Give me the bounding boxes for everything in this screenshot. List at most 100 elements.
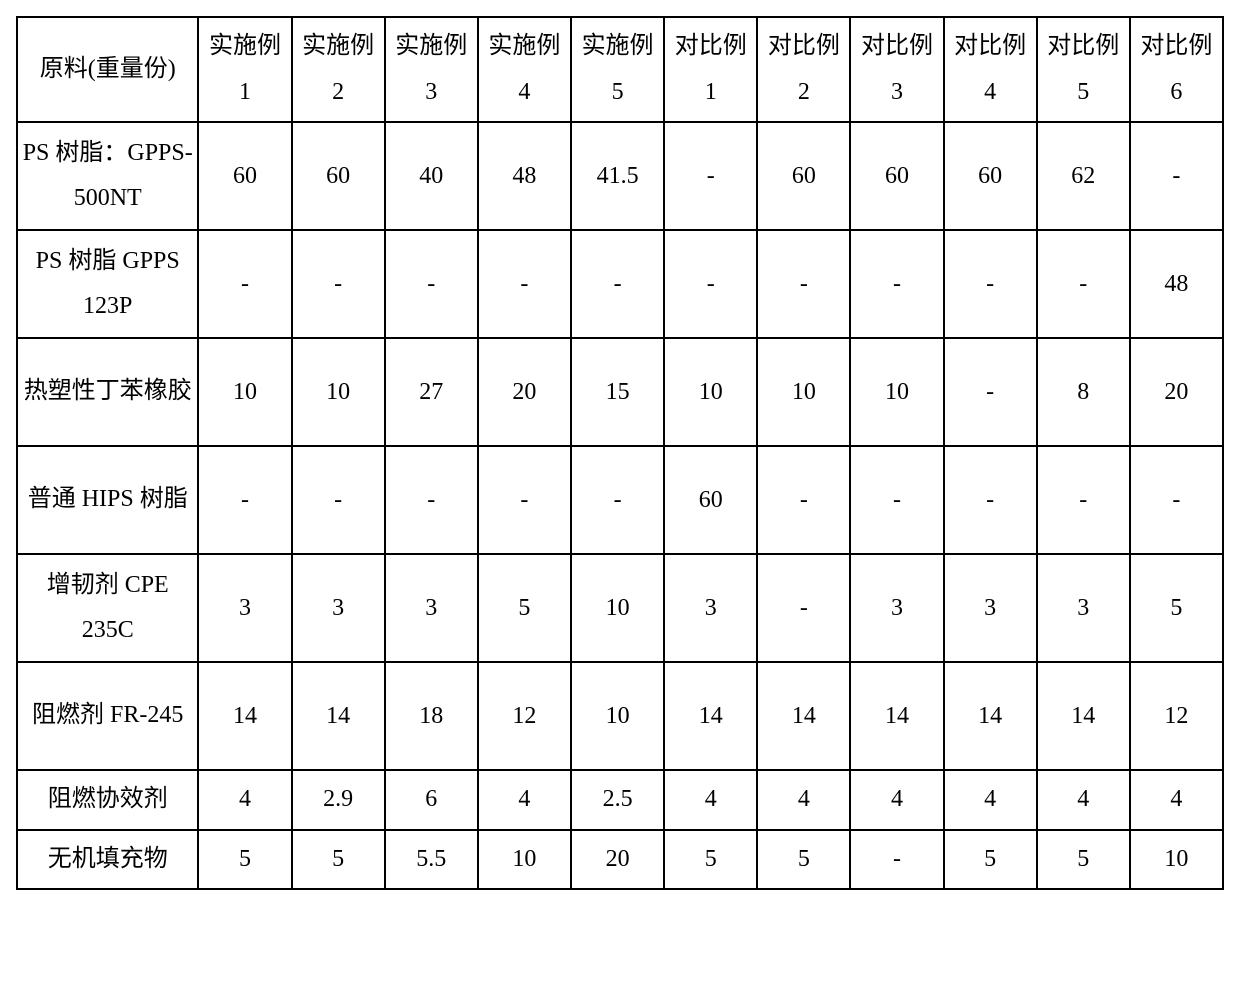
table-row: PS 树脂：GPPS-500NT6060404841.5-60606062- [17, 122, 1223, 230]
data-cell: - [1037, 446, 1130, 554]
data-cell: 3 [850, 554, 943, 662]
row-label: PS 树脂：GPPS-500NT [17, 122, 198, 230]
column-header: 对比例 3 [850, 17, 943, 122]
data-cell: 8 [1037, 338, 1130, 446]
data-cell: - [1130, 446, 1223, 554]
row-label: 热塑性丁苯橡胶 [17, 338, 198, 446]
data-cell: 3 [292, 554, 385, 662]
data-cell: - [1130, 122, 1223, 230]
data-cell: - [478, 230, 571, 338]
column-header: 对比例 2 [757, 17, 850, 122]
data-cell: - [292, 230, 385, 338]
data-cell: 5 [198, 830, 291, 890]
data-cell: 20 [571, 830, 664, 890]
data-cell: 2.9 [292, 770, 385, 830]
data-cell: 4 [664, 770, 757, 830]
data-cell: - [850, 830, 943, 890]
column-header: 对比例 1 [664, 17, 757, 122]
data-cell: 4 [757, 770, 850, 830]
row-label: 无机填充物 [17, 830, 198, 890]
data-cell: 14 [944, 662, 1037, 770]
data-cell: 10 [664, 338, 757, 446]
data-cell: 10 [292, 338, 385, 446]
column-header: 实施例 1 [198, 17, 291, 122]
data-cell: 48 [478, 122, 571, 230]
data-cell: 6 [385, 770, 478, 830]
data-cell: - [850, 230, 943, 338]
row-label: 增韧剂 CPE 235C [17, 554, 198, 662]
data-cell: 41.5 [571, 122, 664, 230]
data-cell: 48 [1130, 230, 1223, 338]
data-cell: 4 [198, 770, 291, 830]
data-cell: - [757, 554, 850, 662]
data-cell: 10 [571, 554, 664, 662]
data-cell: 4 [1130, 770, 1223, 830]
column-header: 实施例 5 [571, 17, 664, 122]
data-cell: - [757, 446, 850, 554]
data-cell: 4 [1037, 770, 1130, 830]
data-cell: 62 [1037, 122, 1130, 230]
data-cell: 15 [571, 338, 664, 446]
data-cell: 3 [1037, 554, 1130, 662]
table-row: 普通 HIPS 树脂-----60----- [17, 446, 1223, 554]
data-cell: 10 [850, 338, 943, 446]
column-header: 实施例 3 [385, 17, 478, 122]
data-cell: 27 [385, 338, 478, 446]
data-cell: 10 [198, 338, 291, 446]
data-cell: 5 [1037, 830, 1130, 890]
data-cell: 3 [385, 554, 478, 662]
data-cell: - [198, 446, 291, 554]
data-cell: - [198, 230, 291, 338]
data-cell: 60 [198, 122, 291, 230]
column-header: 对比例 6 [1130, 17, 1223, 122]
data-cell: 4 [478, 770, 571, 830]
data-cell: 12 [1130, 662, 1223, 770]
data-cell: 18 [385, 662, 478, 770]
data-cell: - [944, 446, 1037, 554]
materials-table: 原料(重量份) 实施例 1 实施例 2 实施例 3 实施例 4 实施例 5 对比… [16, 16, 1224, 890]
header-corner-cell: 原料(重量份) [17, 17, 198, 122]
data-cell: 10 [757, 338, 850, 446]
data-cell: - [385, 446, 478, 554]
table-row: 无机填充物555.5102055-5510 [17, 830, 1223, 890]
data-cell: - [944, 230, 1037, 338]
table-row: 增韧剂 CPE 235C3335103-3335 [17, 554, 1223, 662]
column-header: 实施例 2 [292, 17, 385, 122]
row-label: PS 树脂 GPPS 123P [17, 230, 198, 338]
data-cell: 14 [850, 662, 943, 770]
data-cell: - [571, 446, 664, 554]
row-label: 普通 HIPS 树脂 [17, 446, 198, 554]
data-cell: 10 [478, 830, 571, 890]
data-cell: 2.5 [571, 770, 664, 830]
data-cell: 14 [664, 662, 757, 770]
data-cell: - [757, 230, 850, 338]
data-cell: 3 [944, 554, 1037, 662]
data-cell: 5 [757, 830, 850, 890]
data-cell: 10 [1130, 830, 1223, 890]
table-row: 热塑性丁苯橡胶1010272015101010-820 [17, 338, 1223, 446]
data-cell: 10 [571, 662, 664, 770]
data-cell: 5 [478, 554, 571, 662]
data-cell: 14 [757, 662, 850, 770]
row-label: 阻燃剂 FR-245 [17, 662, 198, 770]
data-cell: 14 [198, 662, 291, 770]
data-cell: - [478, 446, 571, 554]
data-cell: - [850, 446, 943, 554]
data-cell: 5 [664, 830, 757, 890]
data-cell: 5 [292, 830, 385, 890]
data-cell: 14 [292, 662, 385, 770]
column-header: 对比例 5 [1037, 17, 1130, 122]
table-row: 阻燃协效剂42.9642.5444444 [17, 770, 1223, 830]
column-header: 对比例 4 [944, 17, 1037, 122]
table-header-row: 原料(重量份) 实施例 1 实施例 2 实施例 3 实施例 4 实施例 5 对比… [17, 17, 1223, 122]
table-row: 阻燃剂 FR-2451414181210141414141412 [17, 662, 1223, 770]
data-cell: 60 [292, 122, 385, 230]
data-cell: 3 [198, 554, 291, 662]
data-cell: 60 [850, 122, 943, 230]
data-cell: 3 [664, 554, 757, 662]
data-cell: 20 [1130, 338, 1223, 446]
data-cell: 40 [385, 122, 478, 230]
data-cell: 5 [944, 830, 1037, 890]
data-cell: 60 [944, 122, 1037, 230]
data-cell: 12 [478, 662, 571, 770]
